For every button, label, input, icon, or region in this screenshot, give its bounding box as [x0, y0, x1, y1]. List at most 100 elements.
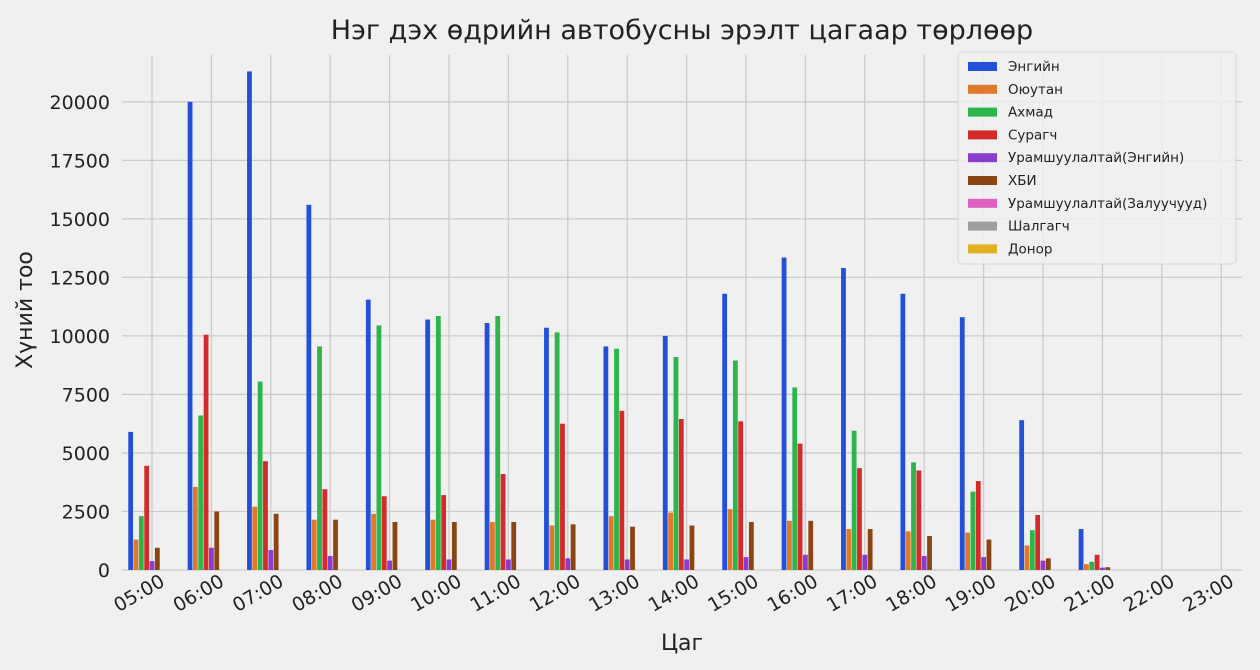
- bar: [209, 547, 214, 570]
- y-tick-label: 12500: [50, 267, 110, 289]
- legend: Энгийн Оюутан Ахмад Сурагч Урамшуулалтай(Энг…: [957, 51, 1237, 265]
- legend-label: Урамшуулалтай(Энгийн): [1008, 150, 1184, 166]
- bar: [689, 525, 695, 570]
- bar: [862, 554, 868, 570]
- bar: [905, 531, 911, 570]
- bar: [921, 555, 927, 570]
- bar: [435, 316, 441, 570]
- bar: [446, 559, 452, 570]
- bar: [138, 516, 144, 570]
- y-tick-label: 17500: [50, 150, 110, 172]
- bar: [565, 558, 571, 570]
- bar: [1035, 514, 1041, 570]
- bar: [911, 462, 916, 570]
- legend-swatch: [968, 84, 997, 94]
- bar: [327, 555, 333, 570]
- bar: [560, 423, 565, 570]
- bar: [317, 346, 322, 570]
- bar: [376, 325, 382, 570]
- bar: [203, 334, 209, 570]
- bar: [959, 317, 965, 570]
- bar: [727, 509, 733, 570]
- bar: [608, 516, 614, 570]
- bar: [451, 522, 457, 570]
- bar: [1094, 554, 1100, 570]
- bar: [927, 536, 932, 570]
- legend-swatch: [968, 198, 997, 208]
- legend-swatch: [968, 244, 997, 254]
- x-tick-label: 11:00: [466, 570, 524, 616]
- bar: [1040, 560, 1046, 570]
- bar: [792, 387, 798, 570]
- bar: [544, 327, 549, 570]
- legend-swatch: [968, 221, 997, 231]
- x-tick-label: 08:00: [288, 570, 346, 616]
- bar: [306, 204, 312, 570]
- y-axis-label: Хүний тоо: [13, 251, 38, 369]
- bar: [624, 559, 630, 570]
- bar: [1089, 561, 1095, 570]
- bar: [1019, 420, 1025, 570]
- legend-swatch: [968, 107, 997, 117]
- y-tick-label: 2500: [62, 501, 110, 523]
- bar: [149, 561, 155, 570]
- bar: [430, 519, 436, 570]
- x-tick-label: 23:00: [1179, 570, 1237, 616]
- bar: [133, 539, 139, 570]
- bar: [506, 559, 511, 570]
- bar: [263, 461, 268, 570]
- bar: [808, 520, 814, 570]
- bar: [743, 557, 749, 570]
- x-tick-label: 19:00: [942, 570, 1000, 616]
- x-tick-label: 18:00: [882, 570, 940, 616]
- legend-label: Шалгагч: [1008, 219, 1070, 235]
- x-tick-label: 20:00: [1001, 570, 1059, 616]
- y-tick-label: 5000: [62, 443, 110, 465]
- bar: [662, 335, 668, 570]
- bar: [549, 525, 555, 570]
- bar: [252, 506, 258, 570]
- x-tick-label: 06:00: [169, 570, 227, 616]
- bar: [214, 511, 220, 570]
- legend-label: Ахмад: [1008, 105, 1053, 121]
- bar: [630, 526, 635, 570]
- legend-swatch: [968, 130, 997, 140]
- bar: [787, 520, 792, 570]
- bar: [554, 332, 560, 570]
- bar: [900, 293, 906, 570]
- bar: [965, 532, 970, 570]
- bar: [851, 430, 857, 570]
- bar: [684, 559, 689, 570]
- bar: [732, 360, 738, 570]
- bar: [333, 519, 338, 570]
- bar: [797, 443, 803, 570]
- x-tick-label: 15:00: [704, 570, 762, 616]
- bar: [748, 522, 754, 570]
- bar: [614, 348, 619, 570]
- bar: [322, 489, 328, 570]
- chart-title: Нэг дэх өдрийн автобусны эрэлт цагаар тө…: [331, 15, 1033, 46]
- bar: [381, 496, 387, 570]
- y-tick-labels: 0 2500 5000 7500 10000 12500 15000 17500 20000: [50, 92, 110, 582]
- bar: [846, 529, 852, 570]
- bar: [1024, 545, 1030, 570]
- x-tick-label: 12:00: [526, 570, 584, 616]
- legend-label: Сурагч: [1008, 127, 1057, 143]
- bar: [841, 268, 846, 570]
- bar: [1084, 564, 1089, 570]
- legend-label: Донор: [1008, 241, 1052, 257]
- x-tick-label: 05:00: [110, 570, 168, 616]
- bar: [425, 319, 431, 570]
- legend-swatch: [968, 62, 997, 71]
- bar: [603, 346, 609, 570]
- legend-box: [957, 51, 1237, 265]
- y-tick-label: 15000: [50, 209, 110, 231]
- y-tick-label: 20000: [50, 92, 110, 114]
- bar: [1078, 529, 1084, 570]
- bar: [511, 522, 517, 570]
- bar: [128, 431, 134, 570]
- x-axis-label: Цаг: [661, 631, 703, 656]
- y-tick-label: 0: [98, 560, 110, 582]
- legend-label: Урамшуулалтай(Залуучууд): [1008, 196, 1207, 212]
